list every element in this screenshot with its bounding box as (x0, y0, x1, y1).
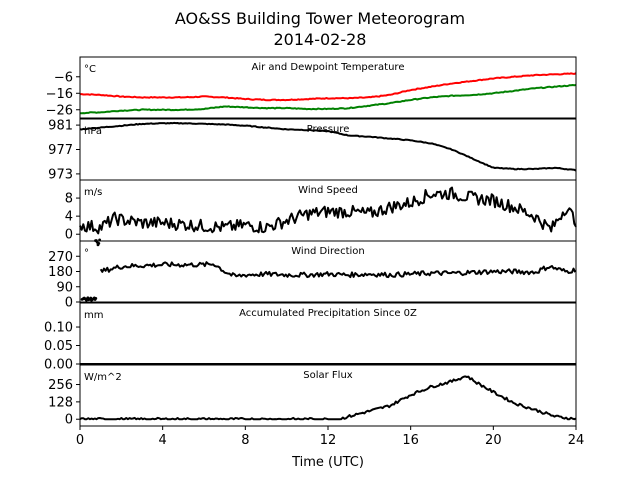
panel-unit: W/m^2 (84, 372, 122, 383)
panel-frame (79, 56, 577, 119)
y-tick-label: 0 (65, 413, 73, 428)
x-tick-label: 24 (568, 433, 585, 448)
panel-title: Pressure (307, 124, 350, 135)
x-axis-label: Time (UTC) (291, 455, 364, 470)
y-tick-label: −6 (54, 70, 73, 85)
x-tick-label: 0 (76, 433, 84, 448)
y-tick-label: 270 (48, 250, 73, 265)
y-tick-label: 0.10 (44, 321, 73, 336)
y-tick-label: 0 (65, 296, 73, 311)
x-tick-label: 16 (402, 433, 419, 448)
series-line (79, 375, 577, 421)
chart-subtitle: 2014-02-28 (274, 30, 367, 49)
y-tick-label: 973 (48, 167, 73, 182)
y-tick-label: 8 (65, 192, 73, 207)
wind-direction-point (94, 296, 98, 300)
y-tick-label: 0.05 (44, 339, 73, 354)
panel-frame (79, 302, 577, 365)
panel-title: Air and Dewpoint Temperature (252, 62, 405, 73)
x-tick-label: 12 (320, 433, 337, 448)
y-tick-label: 180 (48, 265, 73, 280)
chart-title: AO&SS Building Tower Meteorogram (175, 9, 465, 28)
y-tick-label: 256 (48, 378, 73, 393)
y-tick-label: 977 (48, 143, 73, 158)
panels-group: −26−16 −6 °C Air and Dewpoint Temperature 97… (44, 56, 585, 448)
panel-title: Solar Flux (303, 370, 353, 381)
y-tick-label: 0 (65, 228, 73, 243)
x-tick-label: 4 (159, 433, 167, 448)
panel-title: Wind Speed (298, 185, 358, 196)
panel-frame (79, 240, 577, 303)
series-line (99, 261, 577, 279)
series-line (80, 84, 577, 115)
y-tick-label: 128 (48, 395, 73, 410)
y-tick-label: −16 (46, 87, 73, 102)
y-tick-label: 90 (56, 280, 73, 295)
y-tick-label: 0.00 (44, 358, 73, 373)
series-line (79, 121, 577, 172)
x-tick-label: 20 (485, 433, 502, 448)
panel-unit: mm (84, 310, 103, 321)
y-tick-label: 4 (65, 210, 73, 225)
wind-direction-point (97, 241, 101, 245)
panel-title: Wind Direction (291, 246, 365, 257)
panel-unit: hPa (84, 126, 102, 137)
panel-title: Accumulated Precipitation Since 0Z (239, 308, 417, 319)
panel-unit: °C (84, 64, 96, 75)
panel-unit: ° (84, 248, 89, 259)
y-tick-label: 981 (48, 119, 73, 134)
series-line (79, 186, 577, 235)
panel-unit: m/s (84, 187, 102, 198)
series-line (80, 72, 577, 102)
y-tick-label: −26 (46, 103, 73, 118)
x-tick-label: 8 (241, 433, 249, 448)
